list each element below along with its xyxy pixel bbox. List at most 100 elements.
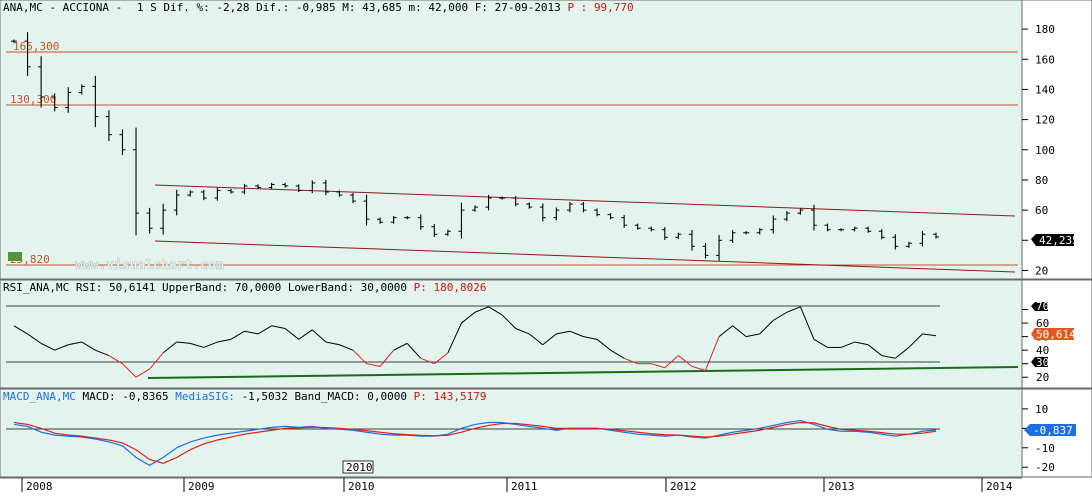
rsi-lower-tag-label: 30 <box>1036 356 1049 369</box>
macd-p-value: 143,5179 <box>434 390 487 403</box>
rsi-segment <box>461 311 476 324</box>
rsi-segment <box>54 344 69 351</box>
rsi-segment <box>691 365 706 371</box>
macd-value: -0,8365 <box>122 390 168 403</box>
rsi-segment <box>420 357 435 365</box>
min-value: 42,000 <box>428 1 468 14</box>
macd-series-line-signal <box>13 421 937 464</box>
dif-pct-value: -2,28 <box>216 1 249 14</box>
rsi-plot-area[interactable] <box>0 279 1023 389</box>
rsi-segment <box>610 349 625 359</box>
price-bar <box>390 216 397 224</box>
rsi-segment <box>705 336 720 371</box>
rsi-segment <box>135 368 150 378</box>
price-bar <box>933 232 939 239</box>
price-bar <box>78 84 85 95</box>
rsi-trend-line[interactable] <box>147 366 1019 379</box>
rsi-panel[interactable]: RSI_ANA,MC RSI: 50,6141 UpperBand: 70,00… <box>0 279 1092 389</box>
price-bar <box>526 202 533 209</box>
macd-tick-label: 10 <box>1035 403 1048 416</box>
price-bar <box>458 202 465 239</box>
macd-panel[interactable]: MACD_ANA,MC MACD: -0,8365 MediaSIG: -1,5… <box>0 388 1092 478</box>
rsi-series <box>13 306 937 378</box>
rsi-upper-tag-label: 70 <box>1036 300 1049 313</box>
rsi-p-label: P: <box>414 281 427 294</box>
price-bar <box>783 211 790 222</box>
rsi-segment <box>393 342 408 351</box>
rsi-segment <box>908 333 923 348</box>
rsi-upper-value: 70,0000 <box>235 281 281 294</box>
price-tick-label: 160 <box>1035 53 1055 66</box>
rsi-title: RSI_ANA,MC <box>3 281 69 294</box>
rsi-last-value-tag <box>1031 328 1074 340</box>
rsi-segment <box>746 333 760 338</box>
rsi-segment <box>569 330 584 338</box>
rsi-segment <box>298 329 313 340</box>
macd-tick-label: -10 <box>1035 442 1055 455</box>
price-bar <box>295 184 302 193</box>
price-bar <box>309 180 316 194</box>
rsi-segment <box>528 333 544 346</box>
price-bar <box>92 75 99 128</box>
price-bar <box>349 192 356 204</box>
year-tick-label: 2009 <box>188 480 215 493</box>
time-cursor-box <box>342 460 374 474</box>
rsi-lower-label: LowerBand: <box>288 281 354 294</box>
rsi-segment <box>922 333 937 337</box>
rsi-segment <box>27 333 42 344</box>
price-tick-label: 140 <box>1035 83 1055 96</box>
rsi-tick-label: 20 <box>1036 371 1049 384</box>
price-bar <box>607 213 614 220</box>
price-bar <box>878 229 885 240</box>
price-panel[interactable]: ANA,MC - ACCIONA - 1 S Dif. %: -2,28 Dif… <box>0 0 1092 280</box>
price-bar <box>227 188 234 194</box>
price-bar <box>905 241 912 248</box>
price-header: ANA,MC - ACCIONA - 1 S Dif. %: -2,28 Dif… <box>3 1 634 14</box>
rsi-p-value: 180,8026 <box>434 281 487 294</box>
time-axis[interactable]: 2010 2008 2009 2010 2011 2012 2013 2014 <box>0 460 1092 495</box>
time-ticks: 2008 2009 2010 2011 2012 2013 2014 <box>21 478 1013 493</box>
price-bar <box>539 203 546 222</box>
price-bar <box>810 204 817 231</box>
price-tick-label: 120 <box>1035 114 1055 127</box>
price-axis-area <box>1021 0 1092 280</box>
rsi-segment <box>786 306 801 313</box>
price-bar <box>51 93 58 112</box>
price-bar <box>743 231 750 235</box>
rsi-tick-label: 60 <box>1036 317 1049 330</box>
rsi-segment <box>854 341 869 346</box>
price-bar <box>336 190 343 197</box>
rsi-segment <box>759 320 774 335</box>
rsi-lower-value: 30,0000 <box>361 281 407 294</box>
price-bar <box>363 194 370 226</box>
price-bar <box>892 234 899 250</box>
channel-lower-line[interactable] <box>154 240 1016 273</box>
rsi-header: RSI_ANA,MC RSI: 50,6141 UpperBand: 70,00… <box>3 281 487 294</box>
macd-sig-label: MediaSIG: <box>175 390 235 403</box>
price-plot-area[interactable] <box>0 0 1023 280</box>
price-bar <box>770 215 777 234</box>
price-bar <box>24 32 31 76</box>
rsi-segment <box>284 328 300 340</box>
price-bar <box>268 182 275 190</box>
price-bar <box>105 110 112 142</box>
year-tick-label: 2013 <box>828 480 855 493</box>
price-bar <box>472 205 478 212</box>
rsi-segment <box>95 349 110 357</box>
rsi-segment <box>718 325 733 338</box>
rsi-segment <box>447 322 462 354</box>
rsi-segment <box>664 355 679 369</box>
macd-band-value: 0,0000 <box>367 390 407 403</box>
price-bar <box>634 223 641 230</box>
price-bar <box>512 195 519 207</box>
price-bar <box>661 227 668 240</box>
price-bar <box>838 228 845 232</box>
time-cursor-label: 2010 <box>346 461 373 474</box>
price-bar <box>173 189 180 216</box>
rsi-segment <box>840 341 855 348</box>
price-bar <box>187 190 194 197</box>
price-bar <box>729 230 736 243</box>
rsi-segment <box>867 344 883 356</box>
price-tick-label: 100 <box>1035 144 1055 157</box>
